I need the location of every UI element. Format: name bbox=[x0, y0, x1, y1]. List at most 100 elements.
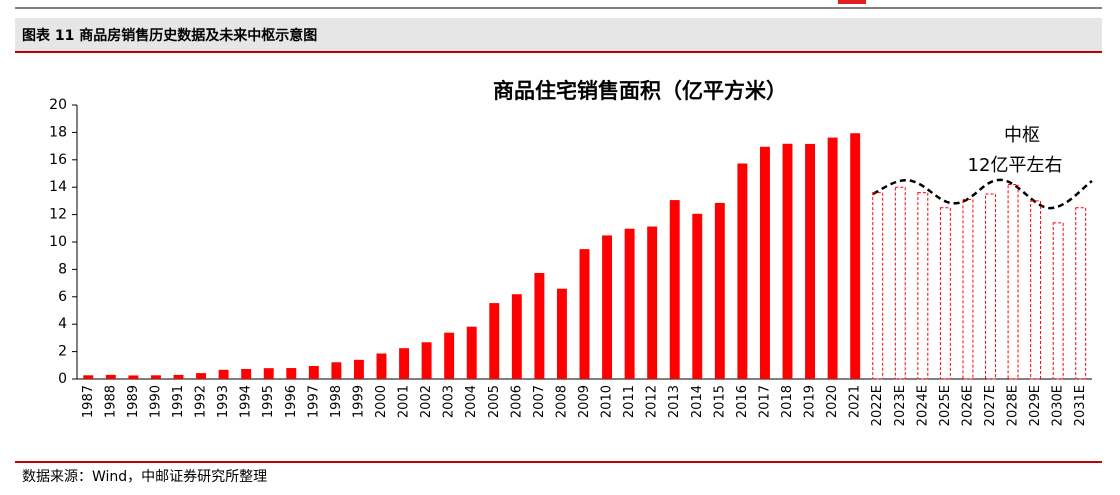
y-tick-label: 6 bbox=[58, 289, 67, 305]
x-tick-label: 1988 bbox=[103, 385, 118, 418]
bar bbox=[692, 213, 703, 379]
bar bbox=[602, 235, 613, 379]
x-tick-label: 2008 bbox=[554, 385, 569, 418]
x-tick-label: 2000 bbox=[374, 385, 389, 418]
bar bbox=[466, 326, 477, 379]
bar bbox=[534, 272, 545, 379]
x-tick-label: 2005 bbox=[487, 385, 502, 418]
x-tick-label: 2006 bbox=[509, 385, 524, 418]
x-tick-label: 2030E bbox=[1051, 385, 1066, 426]
bar bbox=[737, 163, 748, 379]
x-tick-label: 2014 bbox=[690, 385, 705, 418]
bar bbox=[1075, 207, 1087, 380]
x-tick-label: 2003 bbox=[442, 385, 457, 418]
bar bbox=[805, 143, 816, 379]
chart-title: 商品住宅销售面积（亿平方米） bbox=[493, 79, 787, 103]
x-tick-label: 2019 bbox=[803, 385, 818, 418]
x-tick-label: 1997 bbox=[306, 385, 321, 418]
bar bbox=[331, 362, 342, 379]
bar bbox=[376, 353, 387, 379]
corner-mark bbox=[838, 0, 866, 4]
bar bbox=[1007, 183, 1019, 380]
bar bbox=[83, 375, 94, 379]
y-tick-label: 18 bbox=[49, 124, 67, 140]
y-tick-label: 14 bbox=[49, 179, 67, 195]
x-tick-label: 2013 bbox=[667, 385, 682, 418]
y-tick-label: 4 bbox=[58, 316, 67, 332]
x-tick-label: 1993 bbox=[216, 385, 231, 418]
x-tick-label: 1996 bbox=[284, 385, 299, 418]
x-tick-label: 1990 bbox=[148, 385, 163, 418]
source-note: 数据来源：Wind，中邮证券研究所整理 bbox=[22, 469, 267, 485]
bar bbox=[579, 249, 590, 379]
x-tick-label: 1995 bbox=[261, 385, 276, 418]
x-tick-label: 2024E bbox=[915, 385, 930, 426]
x-tick-label: 1999 bbox=[351, 385, 366, 418]
bar bbox=[150, 375, 161, 379]
bar bbox=[939, 207, 951, 380]
x-tick-label: 1989 bbox=[126, 385, 141, 418]
bar bbox=[669, 200, 680, 379]
bar bbox=[196, 373, 207, 379]
x-tick-label: 2020 bbox=[825, 385, 840, 418]
x-tick-label: 2009 bbox=[577, 385, 592, 418]
bar bbox=[894, 186, 906, 380]
bar bbox=[353, 359, 364, 379]
bar bbox=[714, 202, 725, 379]
bar bbox=[105, 374, 116, 379]
x-tick-label: 2021 bbox=[848, 385, 863, 418]
bar bbox=[1030, 200, 1042, 380]
x-tick-label: 2002 bbox=[419, 385, 434, 418]
bar bbox=[444, 332, 455, 379]
x-tick-label: 1994 bbox=[239, 385, 254, 418]
header-band bbox=[15, 18, 1102, 52]
x-tick-label: 2023E bbox=[893, 385, 908, 426]
x-tick-label: 2025E bbox=[938, 385, 953, 426]
bar bbox=[489, 303, 500, 379]
trend-curve bbox=[872, 178, 1093, 210]
x-tick-label: 2012 bbox=[645, 385, 660, 418]
bar bbox=[872, 192, 884, 380]
x-tick-label: 1998 bbox=[329, 385, 344, 418]
bar bbox=[173, 374, 184, 379]
x-tick-label: 2004 bbox=[464, 385, 479, 418]
x-tick-label: 2001 bbox=[397, 385, 412, 418]
bar bbox=[263, 368, 274, 379]
bar bbox=[218, 369, 229, 379]
y-tick-label: 2 bbox=[58, 344, 67, 360]
x-tick-label: 2028E bbox=[1006, 385, 1021, 426]
bar bbox=[511, 294, 522, 379]
bar bbox=[827, 137, 838, 379]
annotation: 中枢 bbox=[1004, 125, 1040, 146]
x-tick-label: 2018 bbox=[780, 385, 795, 418]
x-tick-label: 2029E bbox=[1028, 385, 1043, 426]
header-title: 图表 11 商品房销售历史数据及未来中枢示意图 bbox=[22, 27, 317, 44]
bar bbox=[647, 226, 658, 379]
x-tick-label: 2015 bbox=[712, 385, 727, 418]
bar bbox=[399, 348, 410, 379]
x-tick-label: 2017 bbox=[757, 385, 772, 418]
bar bbox=[759, 146, 770, 379]
x-tick-label: 1992 bbox=[194, 385, 209, 418]
y-tick-label: 0 bbox=[58, 371, 67, 387]
x-tick-label: 2016 bbox=[735, 385, 750, 418]
bar bbox=[421, 342, 432, 379]
bar bbox=[241, 368, 252, 379]
x-tick-label: 2011 bbox=[622, 385, 637, 418]
y-tick-label: 12 bbox=[49, 207, 67, 223]
y-tick-label: 16 bbox=[49, 152, 67, 168]
x-tick-label: 1987 bbox=[81, 385, 96, 418]
x-tick-label: 2022E bbox=[870, 385, 885, 426]
bar bbox=[556, 288, 567, 379]
bar bbox=[985, 193, 996, 380]
bar bbox=[1052, 222, 1064, 380]
bar bbox=[962, 199, 974, 380]
x-tick-label: 2031E bbox=[1073, 385, 1088, 426]
y-tick-label: 8 bbox=[58, 261, 67, 277]
bar bbox=[286, 368, 297, 379]
bar bbox=[128, 375, 139, 379]
x-tick-label: 2026E bbox=[960, 385, 975, 426]
x-tick-label: 1991 bbox=[171, 385, 186, 418]
